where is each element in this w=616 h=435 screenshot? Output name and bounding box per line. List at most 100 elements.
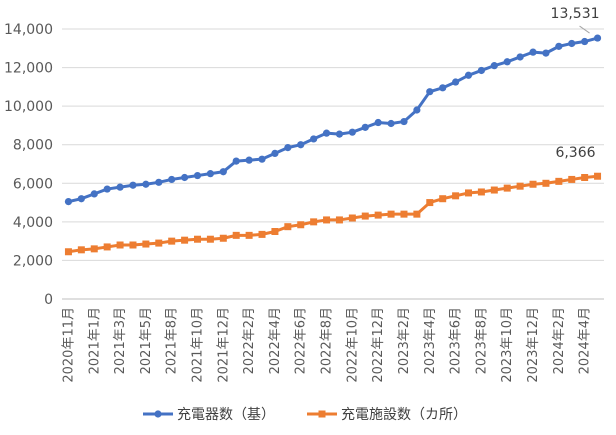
series-1-point bbox=[503, 184, 511, 192]
series-1-point bbox=[413, 210, 421, 218]
series-1-point bbox=[271, 228, 279, 235]
series-1-point bbox=[542, 179, 550, 187]
x-tick-label: 2023年8月 bbox=[474, 307, 489, 374]
x-tick-label: 2022年2月 bbox=[242, 307, 257, 374]
series-1-point bbox=[77, 246, 85, 254]
series-1-point bbox=[581, 174, 589, 181]
series-0-point bbox=[477, 66, 486, 75]
series-0-point bbox=[555, 42, 563, 50]
x-tick-label: 2023年6月 bbox=[449, 307, 464, 374]
series-1-point bbox=[64, 248, 72, 256]
series-0-point bbox=[593, 34, 602, 42]
series-0-point bbox=[503, 58, 511, 66]
series-0-point bbox=[103, 185, 111, 193]
series-0-point bbox=[310, 135, 318, 143]
series-0-point bbox=[529, 48, 537, 56]
series-0-point bbox=[168, 175, 176, 184]
x-tick-label: 2021年1月 bbox=[87, 307, 102, 374]
series-0-point bbox=[90, 190, 98, 198]
series-1-point bbox=[568, 175, 576, 183]
series-0-point bbox=[206, 170, 215, 178]
series-1-point bbox=[258, 230, 266, 238]
series-1-point bbox=[284, 223, 292, 231]
series-1-point bbox=[219, 234, 227, 242]
y-tick-label: 0 bbox=[44, 292, 53, 308]
series-0-point bbox=[426, 88, 434, 96]
series-1-point bbox=[129, 241, 137, 249]
series-0-point bbox=[142, 180, 150, 188]
series-1-point bbox=[348, 214, 356, 222]
series-0-point bbox=[129, 181, 137, 189]
x-tick-label: 2022年8月 bbox=[320, 307, 335, 374]
series-1-point bbox=[374, 211, 382, 219]
series-1-point bbox=[103, 243, 111, 251]
x-tick-label: 2021年3月 bbox=[113, 307, 128, 374]
series-0-point bbox=[361, 123, 369, 131]
series-1-point bbox=[400, 210, 408, 218]
series-layer bbox=[64, 34, 602, 256]
series-0-point bbox=[155, 178, 163, 186]
series-0-point bbox=[193, 171, 202, 180]
series-1-point bbox=[90, 245, 98, 253]
series-0-point bbox=[322, 129, 331, 137]
legend: 充電器数（基） 充電施設数（カ所） bbox=[143, 406, 467, 423]
series-line-0 bbox=[68, 36, 598, 204]
y-axis: 0 2,000 4,000 6,000 8,000 10,000 12,000 14,000 bbox=[4, 22, 53, 308]
series-0-point bbox=[568, 39, 576, 48]
x-tick-label: 2022年12月 bbox=[371, 307, 386, 383]
series-0-point bbox=[232, 157, 240, 165]
series-0-point bbox=[180, 173, 189, 182]
series-0-point bbox=[77, 195, 85, 203]
series-1-point bbox=[516, 182, 524, 190]
series-0-point bbox=[516, 53, 524, 61]
legend-label: 充電器数（基） bbox=[177, 406, 275, 423]
series-1-point bbox=[387, 210, 395, 218]
series-0-point bbox=[116, 183, 124, 191]
series-0-point bbox=[348, 128, 356, 136]
series-0-point bbox=[439, 84, 447, 92]
x-tick-label: 2022年6月 bbox=[294, 307, 309, 374]
x-tick-label: 2023年4月 bbox=[423, 307, 438, 374]
series-1-point bbox=[310, 218, 318, 226]
series-0-point bbox=[258, 155, 266, 163]
series-1-point bbox=[206, 235, 214, 243]
series-0-point bbox=[64, 198, 73, 206]
series-1-point bbox=[452, 192, 460, 200]
series-1-point bbox=[168, 237, 176, 245]
x-tick-label: 2023年2月 bbox=[397, 307, 412, 374]
series-0-point bbox=[451, 78, 460, 86]
x-tick-label: 2020年11月 bbox=[61, 307, 76, 383]
series-0-point bbox=[245, 156, 253, 164]
series-0-point bbox=[542, 49, 550, 57]
x-tick-label: 2024年2月 bbox=[552, 307, 567, 374]
series-1-point bbox=[194, 235, 201, 243]
x-tick-label: 2021年5月 bbox=[139, 307, 154, 374]
series-1-point bbox=[155, 239, 163, 247]
series-1-point bbox=[555, 177, 563, 185]
series-0-point bbox=[413, 106, 421, 114]
series-0-point bbox=[374, 118, 382, 127]
series-0-point bbox=[464, 71, 473, 79]
series-1-point bbox=[245, 231, 253, 239]
legend-marker bbox=[154, 410, 162, 418]
series-0-point bbox=[490, 62, 498, 70]
series-0-point bbox=[581, 37, 589, 46]
series-0-point bbox=[219, 168, 227, 176]
x-tick-label: 2022年10月 bbox=[345, 307, 360, 383]
y-tick-label: 12,000 bbox=[4, 61, 53, 77]
series-0-point bbox=[387, 119, 395, 128]
end-label: 13,531 bbox=[551, 6, 600, 22]
series-1-point bbox=[142, 240, 150, 248]
series-1-point bbox=[465, 189, 472, 197]
y-tick-label: 8,000 bbox=[13, 138, 53, 154]
x-tick-label: 2023年10月 bbox=[500, 307, 515, 383]
series-0-point bbox=[335, 130, 344, 138]
series-0-point bbox=[271, 149, 279, 157]
series-1-point bbox=[297, 221, 305, 229]
x-tick-label: 2023年12月 bbox=[526, 307, 541, 383]
series-1-point bbox=[477, 188, 485, 196]
x-tick-label: 2021年10月 bbox=[191, 307, 206, 383]
x-tick-label: 2021年12月 bbox=[216, 307, 231, 383]
y-tick-label: 4,000 bbox=[13, 215, 53, 231]
series-1-point bbox=[426, 199, 434, 207]
